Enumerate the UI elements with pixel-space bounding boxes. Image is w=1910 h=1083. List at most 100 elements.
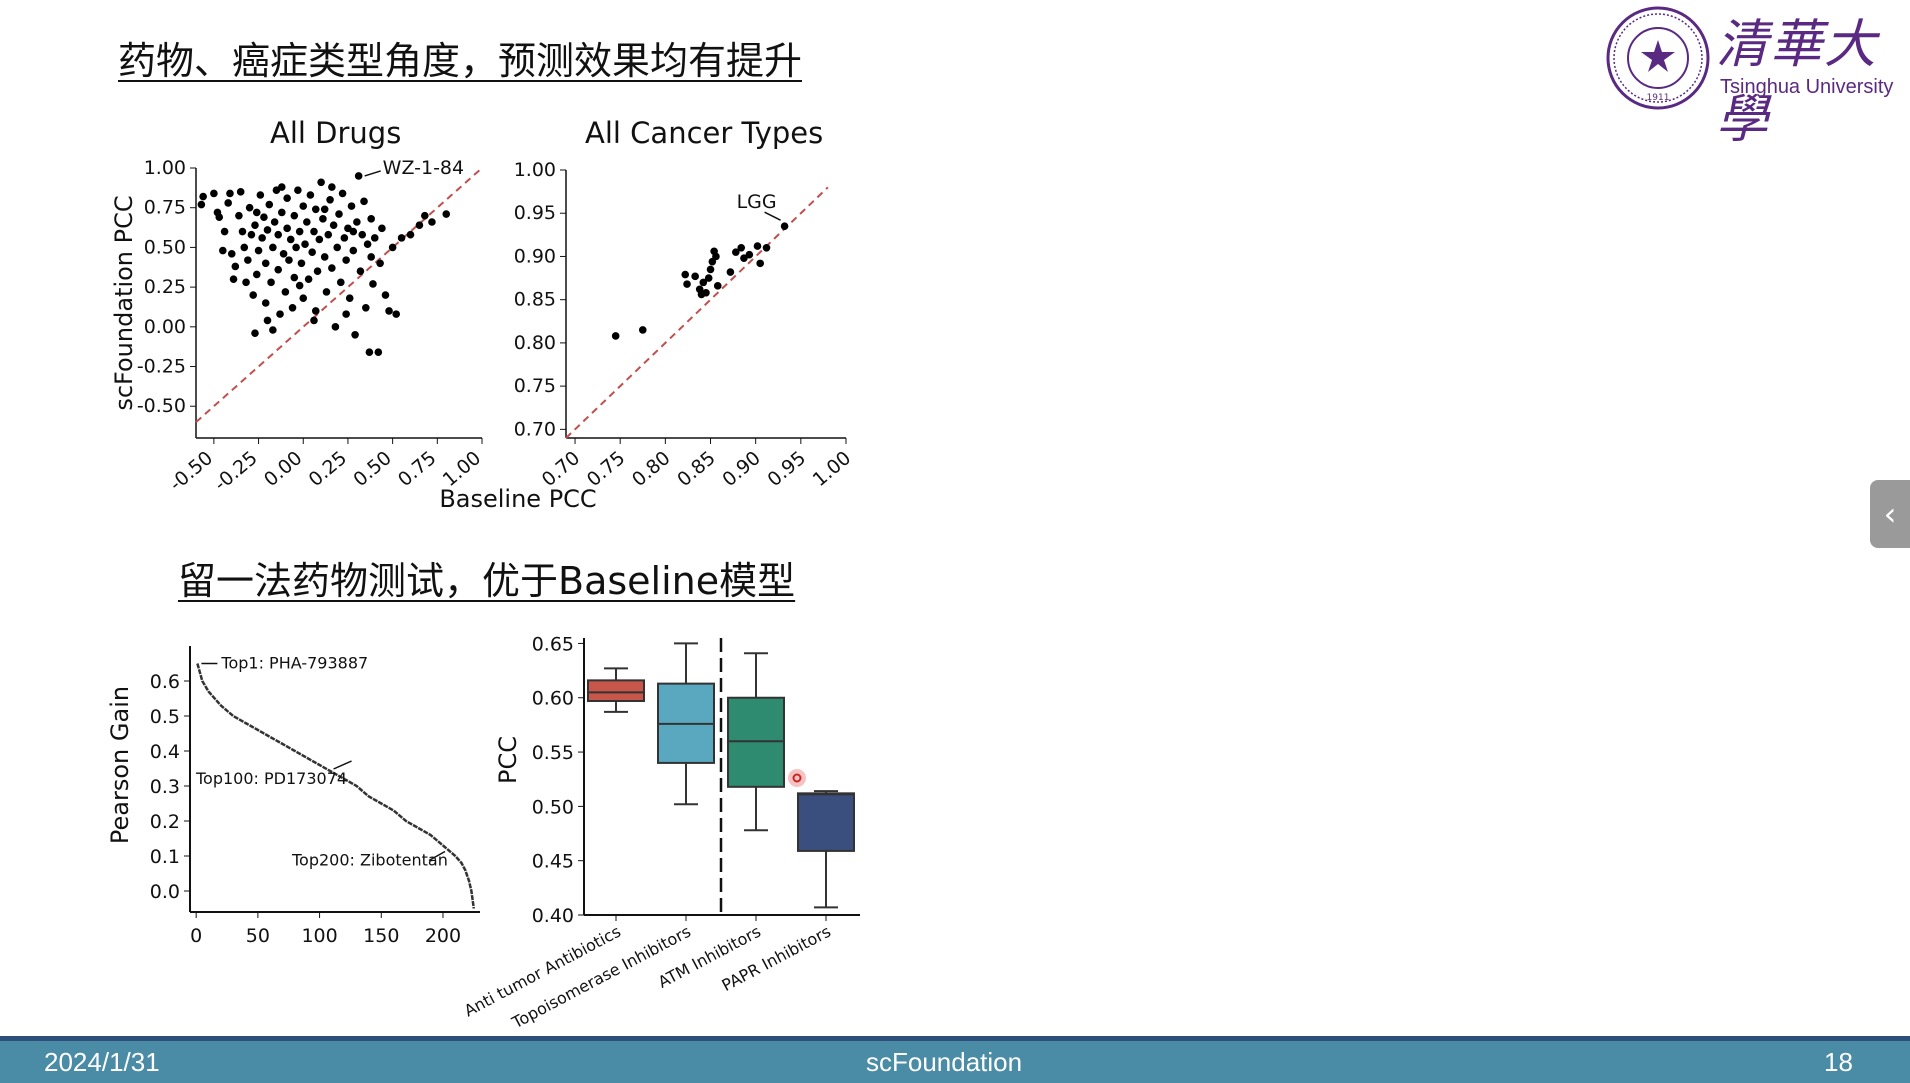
- data-point: [310, 227, 318, 236]
- logo-english-name: Tsinghua University: [1720, 76, 1894, 98]
- data-point: [351, 330, 359, 339]
- data-point: [712, 252, 720, 261]
- data-point: [388, 243, 397, 252]
- data-point: [274, 230, 283, 239]
- annotation-label: Top200: Zibotentan: [291, 851, 448, 870]
- data-point: [263, 226, 272, 234]
- data-point: [342, 256, 350, 264]
- y-tick-label: 0.00: [144, 316, 186, 338]
- data-point: [347, 202, 356, 210]
- data-point: [342, 310, 350, 318]
- data-point: [317, 178, 325, 187]
- y-tick-label: 1.00: [144, 157, 186, 179]
- annotation-label: Top100: PD173074: [195, 769, 347, 788]
- data-point: [301, 240, 309, 249]
- data-point: [303, 218, 311, 226]
- data-point: [252, 208, 261, 217]
- data-point: [220, 227, 229, 236]
- data-point: [256, 191, 265, 199]
- data-point: [210, 189, 218, 198]
- data-point: [267, 278, 275, 287]
- data-point: [304, 275, 313, 283]
- data-point: [349, 246, 358, 255]
- data-point: [292, 243, 300, 252]
- seal-year: 1911: [1647, 93, 1670, 103]
- diagonal-line: [565, 186, 829, 439]
- data-point: [699, 278, 708, 287]
- y-tick-label: 0.50: [532, 796, 574, 818]
- data-point: [229, 275, 238, 283]
- y-tick-label: 1.00: [514, 159, 556, 181]
- data-point: [328, 264, 336, 272]
- data-point: [370, 234, 379, 242]
- data-point: [740, 254, 748, 262]
- data-point: [611, 332, 620, 340]
- data-point: [245, 203, 254, 212]
- x-tick-label: 0: [190, 925, 202, 947]
- data-point: [270, 218, 279, 226]
- data-point: [713, 282, 722, 290]
- data-point: [392, 310, 401, 318]
- data-point: [702, 288, 710, 297]
- data-point: [215, 213, 224, 222]
- data-point: [421, 211, 429, 220]
- data-point: [236, 188, 245, 196]
- data-point: [299, 294, 308, 303]
- data-point: [311, 205, 320, 214]
- data-point: [415, 221, 424, 229]
- data-point: [322, 288, 331, 296]
- slide-heading-1: 药物、癌症类型角度，预测效果均有提升: [118, 39, 803, 83]
- y-tick-label: 0.95: [514, 202, 556, 224]
- y-tick-label: 0.70: [514, 418, 556, 440]
- side-panel-toggle[interactable]: ‹: [1870, 480, 1910, 548]
- x-tick-label: 0.85: [673, 447, 720, 491]
- data-point: [251, 221, 259, 229]
- gain-curve: [196, 663, 476, 909]
- anti-tumor-antibiotics-box: [587, 679, 645, 703]
- data-point: [362, 303, 370, 312]
- diagonal-line: [195, 167, 483, 423]
- data-point: [311, 307, 320, 315]
- x-tick-label: -0.50: [165, 447, 217, 495]
- y-tick-label: 0.75: [514, 375, 556, 397]
- data-point: [290, 211, 299, 220]
- data-point: [249, 291, 257, 299]
- data-point: [226, 189, 234, 198]
- annotation-label: LGG: [737, 191, 777, 213]
- data-point: [283, 224, 291, 233]
- y-tick-label: 0.1: [150, 846, 180, 868]
- data-point: [276, 310, 284, 318]
- data-point: [238, 227, 247, 236]
- data-point: [345, 294, 354, 303]
- tsinghua-seal-logo: 1911: [1606, 6, 1710, 110]
- data-point: [367, 253, 375, 261]
- y-tick-label: 0.85: [514, 289, 556, 311]
- data-point: [376, 259, 384, 268]
- data-point: [244, 256, 252, 264]
- data-point: [428, 218, 436, 226]
- atm-inhibitors-box: [727, 696, 785, 788]
- data-point: [442, 210, 451, 218]
- data-point: [252, 270, 261, 279]
- data-point: [219, 246, 227, 255]
- data-point: [294, 186, 302, 195]
- charts-canvas: 1.000.750.500.250.00-0.25-0.50-0.50-0.25…: [106, 157, 860, 1030]
- data-point: [261, 299, 270, 307]
- data-point: [406, 230, 415, 239]
- y-tick-label: 0.5: [150, 706, 180, 728]
- data-point: [197, 200, 206, 209]
- data-point: [231, 262, 240, 271]
- x-tick-label: 0.75: [394, 447, 441, 491]
- data-point: [335, 210, 343, 218]
- y-tick-label: 0.60: [532, 688, 574, 710]
- y-tick-label: -0.25: [137, 356, 186, 378]
- y-axis-label: Pearson Gain: [106, 686, 134, 844]
- y-tick-label: 0.65: [532, 633, 574, 655]
- data-point: [706, 265, 715, 274]
- y-tick-label: 0.2: [150, 811, 180, 833]
- y-tick-label: 0.80: [514, 332, 556, 354]
- footer-date: 2024/1/31: [44, 1047, 160, 1077]
- data-point: [338, 189, 347, 198]
- annotation-leader: [364, 170, 381, 177]
- data-point: [242, 278, 250, 287]
